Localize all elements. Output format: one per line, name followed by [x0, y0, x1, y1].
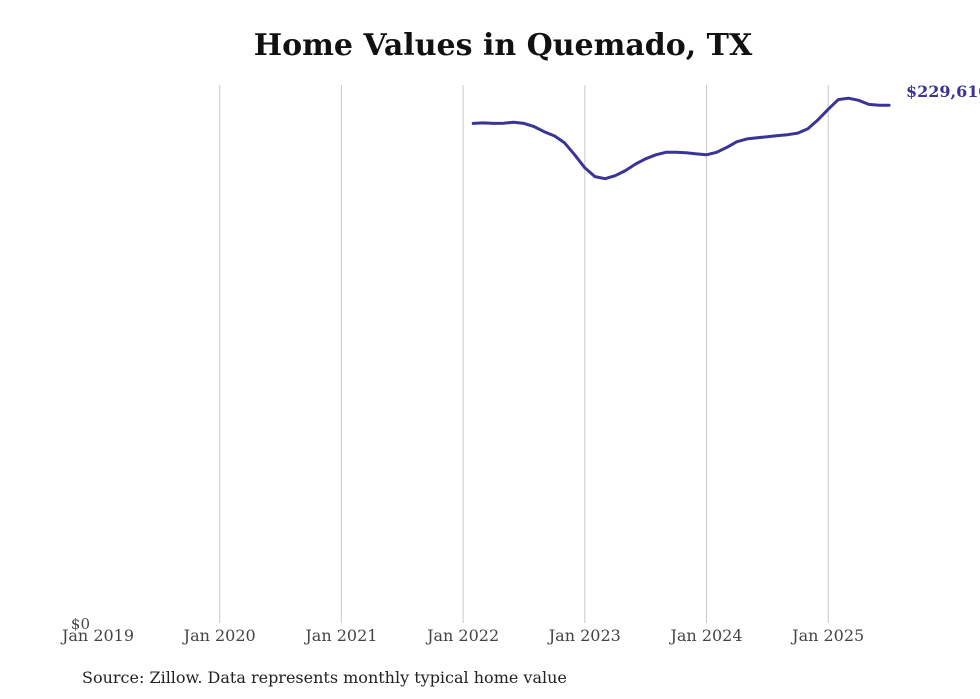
series-line: [471, 96, 891, 181]
source-note: Source: Zillow. Data represents monthly …: [82, 668, 567, 687]
x-tick-label: Jan 2020: [182, 626, 256, 645]
x-tick-label: Jan 2021: [303, 626, 377, 645]
x-tick-label: Jan 2019: [60, 626, 134, 645]
y-axis-tick-labels: $0: [71, 615, 90, 633]
x-tick-label: Jan 2022: [425, 626, 499, 645]
series-lines: [471, 96, 891, 181]
x-axis-tick-labels: Jan 2019 Jan 2020 Jan 2021 Jan 2022 Jan 2023…: [60, 626, 864, 645]
end-value-label: $229,610: [906, 82, 980, 101]
grid-lines: [219, 85, 829, 623]
y-tick-label: $0: [71, 615, 90, 633]
x-tick-label: Jan 2025: [790, 626, 864, 645]
x-tick-label: Jan 2023: [547, 626, 621, 645]
x-tick-label: Jan 2024: [668, 626, 742, 645]
end-labels: $229,610: [906, 82, 980, 101]
chart-title: Home Values in Quemado, TX: [253, 28, 753, 63]
